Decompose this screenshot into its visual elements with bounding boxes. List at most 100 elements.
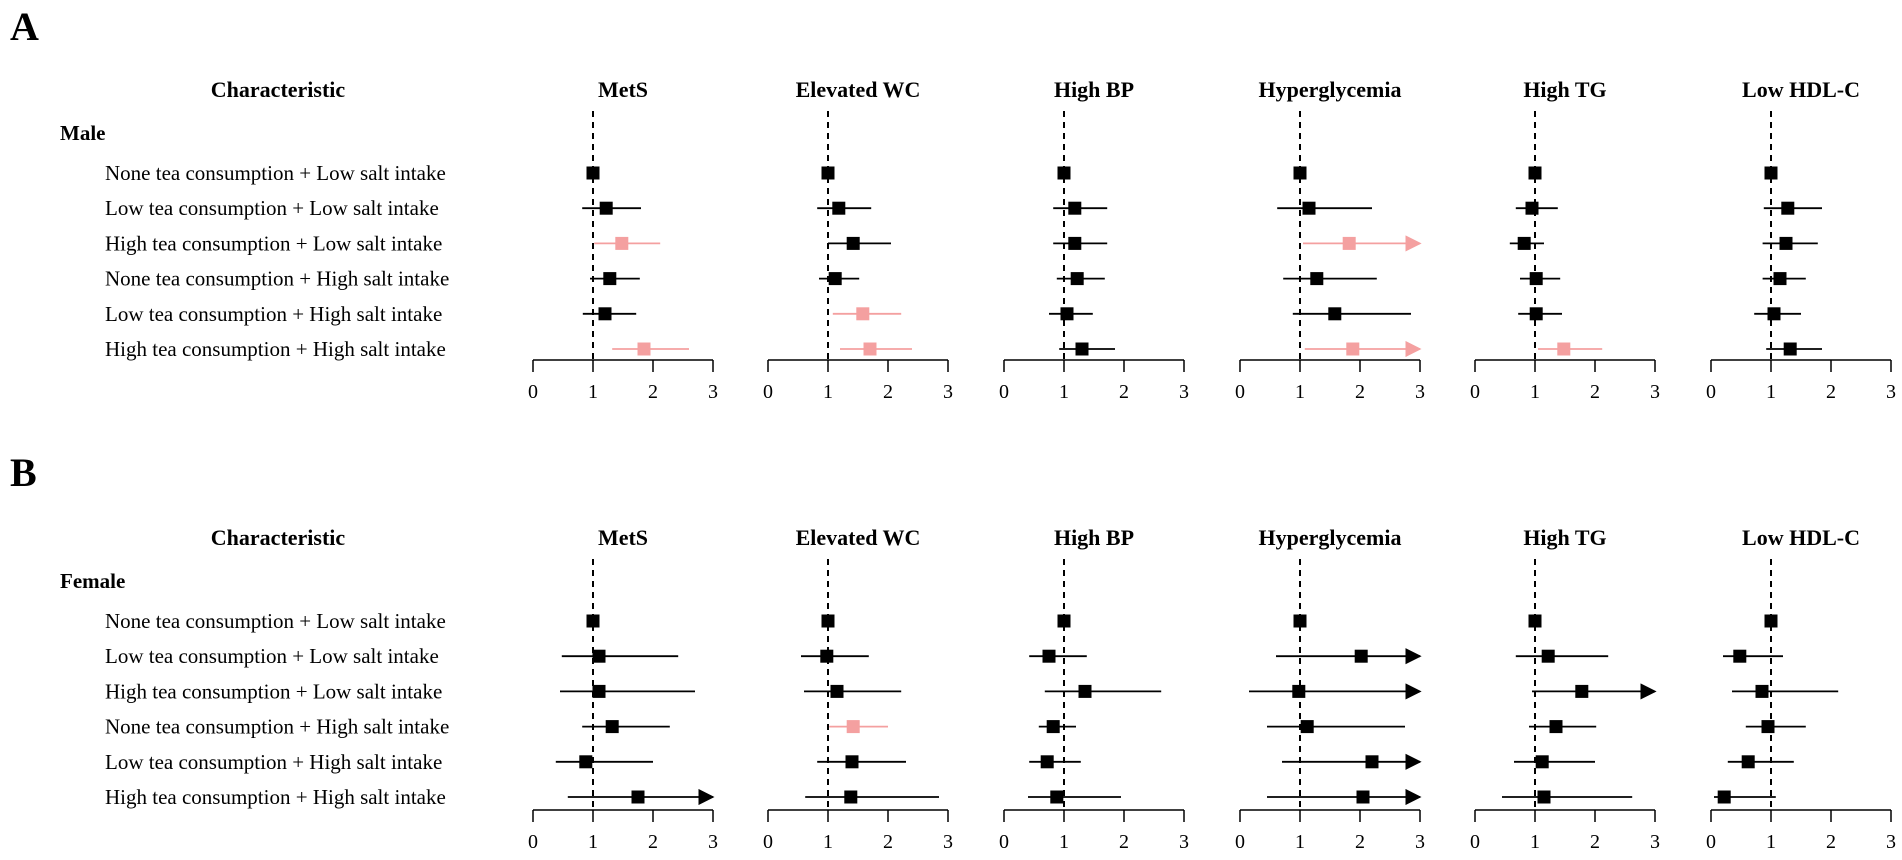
panel-b-tick-label-mets: 1	[588, 831, 598, 853]
panel-b-estimate-marker-hyperglycemia	[1354, 649, 1368, 663]
panel-a-tick-label-high-bp: 1	[1059, 381, 1069, 403]
panel-b-estimate-marker-mets	[592, 684, 606, 698]
panel-b-tick-label-low-hdl-c: 0	[1706, 831, 1716, 853]
panel-b-estimate-marker-elevated-wc	[820, 649, 834, 663]
panel-a-estimate-marker-low-hdl-c	[1764, 166, 1778, 180]
panel-b-estimate-marker-high-tg	[1541, 649, 1555, 663]
panel-b-estimate-marker-low-hdl-c	[1755, 684, 1769, 698]
panel-b-row-label: High tea consumption + High salt intake	[105, 785, 446, 809]
panel-b-estimate-marker-high-bp	[1057, 614, 1071, 628]
panel-b-col-title-high-bp: High BP	[1054, 525, 1134, 550]
panel-b-tick-label-high-tg: 2	[1590, 831, 1600, 853]
panel-a-tick-label-hyperglycemia: 1	[1295, 381, 1305, 403]
panel-a-estimate-marker-hyperglycemia	[1293, 166, 1307, 180]
panel-b-tick-label-elevated-wc: 0	[763, 831, 773, 853]
panel-b-estimate-marker-mets	[579, 755, 593, 769]
panel-a-tick-label-low-hdl-c: 0	[1706, 381, 1716, 403]
panel-a-group-label: Male	[60, 121, 105, 145]
panel-a-estimate-marker-elevated-wc	[821, 166, 835, 180]
panel-a-row-label: Low tea consumption + Low salt intake	[105, 196, 439, 220]
panel-a-tick-label-high-tg: 3	[1650, 381, 1660, 403]
panel-a-estimate-marker-elevated-wc	[863, 342, 877, 356]
panel-b-row-label: High tea consumption + Low salt intake	[105, 679, 442, 703]
panel-a-estimate-marker-high-bp	[1075, 342, 1089, 356]
panel-b-col-title-high-tg: High TG	[1523, 525, 1606, 550]
panel-b-letter: B	[10, 450, 37, 495]
panel-b-col-title-hyperglycemia: Hyperglycemia	[1259, 525, 1402, 550]
panel-a-tick-label-hyperglycemia: 2	[1355, 381, 1365, 403]
panel-a-tick-label-mets: 1	[588, 381, 598, 403]
panel-b-tick-label-high-bp: 1	[1059, 831, 1069, 853]
panel-a-estimate-marker-mets	[615, 236, 629, 250]
panel-a-tick-label-elevated-wc: 3	[943, 381, 953, 403]
panel-b-tick-label-mets: 0	[528, 831, 538, 853]
panel-a-estimate-marker-high-tg	[1525, 201, 1539, 215]
panel-b-tick-label-low-hdl-c: 2	[1826, 831, 1836, 853]
panel-b-col-title-mets: MetS	[598, 525, 648, 550]
panel-b-tick-label-mets: 3	[708, 831, 718, 853]
panel-b-estimate-marker-high-tg	[1528, 614, 1542, 628]
panel-b-tick-label-mets: 2	[648, 831, 658, 853]
panel-a-estimate-marker-high-bp	[1060, 307, 1074, 321]
panel-a-estimate-marker-high-bp	[1057, 166, 1071, 180]
panel-a-estimate-marker-low-hdl-c	[1767, 307, 1781, 321]
panel-b-estimate-marker-high-bp	[1046, 720, 1060, 734]
panel-b-estimate-marker-mets	[631, 790, 645, 804]
panel-a-tick-label-mets: 2	[648, 381, 658, 403]
panel-a-tick-label-high-bp: 0	[999, 381, 1009, 403]
panel-b-estimate-marker-high-tg	[1549, 720, 1563, 734]
panel-a-estimate-marker-mets	[603, 272, 617, 286]
panel-a-tick-label-elevated-wc: 0	[763, 381, 773, 403]
panel-a-estimate-marker-high-bp	[1070, 272, 1084, 286]
panel-a-tick-label-low-hdl-c: 3	[1886, 381, 1896, 403]
panel-b-tick-label-hyperglycemia: 0	[1235, 831, 1245, 853]
panel-a-estimate-marker-high-bp	[1068, 236, 1082, 250]
panel-b-estimate-marker-elevated-wc	[844, 790, 858, 804]
panel-a-estimate-marker-high-tg	[1529, 272, 1543, 286]
panel-a-estimate-marker-high-bp	[1068, 201, 1082, 215]
panel-a-estimate-marker-low-hdl-c	[1781, 201, 1795, 215]
panel-a-row-label: High tea consumption + High salt intake	[105, 337, 446, 361]
panel-b-tick-label-low-hdl-c: 1	[1766, 831, 1776, 853]
panel-a-estimate-marker-mets	[598, 307, 612, 321]
panel-b-tick-label-hyperglycemia: 1	[1295, 831, 1305, 853]
panel-a-col-title-high-tg: High TG	[1523, 77, 1606, 102]
panel-a-estimate-marker-high-tg	[1517, 236, 1531, 250]
panel-a-col-title-low-hdl-c: Low HDL-C	[1742, 77, 1860, 102]
panel-b-tick-label-high-tg: 3	[1650, 831, 1660, 853]
panel-a-tick-label-low-hdl-c: 1	[1766, 381, 1776, 403]
panel-b-estimate-marker-high-bp	[1050, 790, 1064, 804]
panel-b-row-label: Low tea consumption + Low salt intake	[105, 644, 439, 668]
panel-a-row-label: High tea consumption + Low salt intake	[105, 231, 442, 255]
panel-b-tick-label-high-bp: 3	[1179, 831, 1189, 853]
panel-a-tick-label-elevated-wc: 1	[823, 381, 833, 403]
panel-a-estimate-marker-elevated-wc	[846, 236, 860, 250]
panel-b-estimate-marker-hyperglycemia	[1300, 720, 1314, 734]
panel-b-estimate-marker-low-hdl-c	[1761, 720, 1775, 734]
panel-b-estimate-marker-low-hdl-c	[1733, 649, 1747, 663]
panel-a-col-title-hyperglycemia: Hyperglycemia	[1259, 77, 1402, 102]
panel-a-tick-label-high-bp: 3	[1179, 381, 1189, 403]
panel-a-estimate-marker-elevated-wc	[828, 272, 842, 286]
panel-b-estimate-marker-mets	[586, 614, 600, 628]
panel-a-col-title-mets: MetS	[598, 77, 648, 102]
panel-b-row-label: None tea consumption + High salt intake	[105, 715, 449, 739]
panel-b-row-label: None tea consumption + Low salt intake	[105, 609, 446, 633]
panel-b-tick-label-hyperglycemia: 2	[1355, 831, 1365, 853]
panel-b-estimate-marker-mets	[592, 649, 606, 663]
panel-b-estimate-marker-low-hdl-c	[1717, 790, 1731, 804]
panel-a-estimate-marker-low-hdl-c	[1779, 236, 1793, 250]
panel-a-estimate-marker-low-hdl-c	[1783, 342, 1797, 356]
panel-a-estimate-marker-elevated-wc	[832, 201, 846, 215]
panel-a-tick-label-mets: 3	[708, 381, 718, 403]
panel-a-tick-label-high-tg: 2	[1590, 381, 1600, 403]
panel-a-tick-label-hyperglycemia: 0	[1235, 381, 1245, 403]
panel-b-col-title-elevated-wc: Elevated WC	[796, 525, 921, 550]
panel-b-tick-label-high-tg: 0	[1470, 831, 1480, 853]
panel-a-estimate-marker-low-hdl-c	[1773, 272, 1787, 286]
panel-a-tick-label-high-bp: 2	[1119, 381, 1129, 403]
panel-a-row-label: Low tea consumption + High salt intake	[105, 302, 442, 326]
panel-b-estimate-marker-hyperglycemia	[1292, 684, 1306, 698]
panel-a-estimate-marker-high-tg	[1557, 342, 1571, 356]
